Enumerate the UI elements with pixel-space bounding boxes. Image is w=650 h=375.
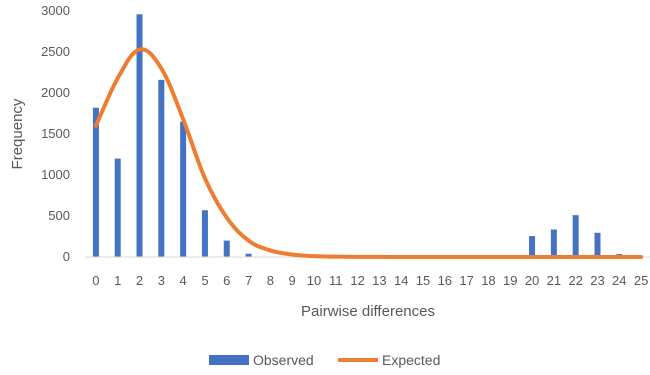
x-tick-label: 2 (136, 273, 143, 288)
x-tick-label: 25 (634, 273, 648, 288)
legend-expected-label: Expected (382, 352, 440, 368)
y-tick-label: 500 (48, 208, 70, 223)
x-tick-label: 15 (416, 273, 430, 288)
observed-bar (158, 79, 165, 257)
y-tick-label: 3000 (41, 3, 70, 18)
observed-bar (92, 107, 99, 257)
observed-bar (550, 229, 557, 257)
y-tick-label: 1500 (41, 126, 70, 141)
x-tick-label: 11 (329, 273, 343, 288)
observed-bar (136, 14, 143, 258)
legend: Observed Expected (209, 352, 440, 368)
y-tick-label: 1000 (41, 167, 70, 182)
x-axis-ticks: 0 1 2 3 4 5 6 7 8 9 10 11 12 13 14 15 16 17 18 19 20 21 22 23 24… (92, 273, 648, 288)
x-tick-label: 10 (307, 273, 321, 288)
observed-bar (180, 121, 187, 257)
observed-bar (201, 210, 208, 257)
x-tick-label: 12 (350, 273, 364, 288)
x-tick-label: 7 (245, 273, 252, 288)
y-tick-label: 2000 (41, 85, 70, 100)
x-tick-label: 1 (114, 273, 121, 288)
x-tick-label: 20 (525, 273, 539, 288)
x-tick-label: 22 (568, 273, 582, 288)
x-tick-label: 18 (481, 273, 495, 288)
expected-line-series (93, 47, 644, 260)
y-axis-title: Frequency (9, 98, 26, 169)
observed-bar (223, 240, 230, 257)
y-tick-label: 2500 (41, 44, 70, 59)
y-tick-label: 0 (63, 249, 70, 264)
legend-observed-label: Observed (253, 352, 314, 368)
x-tick-label: 6 (223, 273, 230, 288)
expected-line (93, 47, 644, 260)
observed-bar (114, 158, 121, 257)
x-tick-label: 8 (267, 273, 274, 288)
legend-observed-swatch (209, 355, 249, 365)
x-tick-label: 16 (438, 273, 452, 288)
x-tick-label: 24 (612, 273, 626, 288)
observed-bar (594, 232, 601, 257)
x-axis-title: Pairwise differences (301, 303, 435, 320)
x-tick-label: 23 (590, 273, 604, 288)
x-tick-label: 14 (394, 273, 408, 288)
x-tick-label: 3 (158, 273, 165, 288)
x-tick-label: 17 (459, 273, 473, 288)
x-tick-label: 5 (201, 273, 208, 288)
x-tick-label: 13 (372, 273, 386, 288)
x-tick-label: 19 (503, 273, 517, 288)
observed-bar (572, 215, 579, 257)
x-tick-label: 21 (547, 273, 561, 288)
x-tick-label: 9 (289, 273, 296, 288)
x-tick-label: 0 (92, 273, 99, 288)
observed-bar (245, 253, 252, 257)
x-tick-label: 4 (180, 273, 187, 288)
observed-bars (92, 14, 645, 258)
observed-bar (529, 236, 536, 257)
y-axis-ticks: 0 500 1000 1500 2000 2500 3000 (41, 3, 70, 264)
